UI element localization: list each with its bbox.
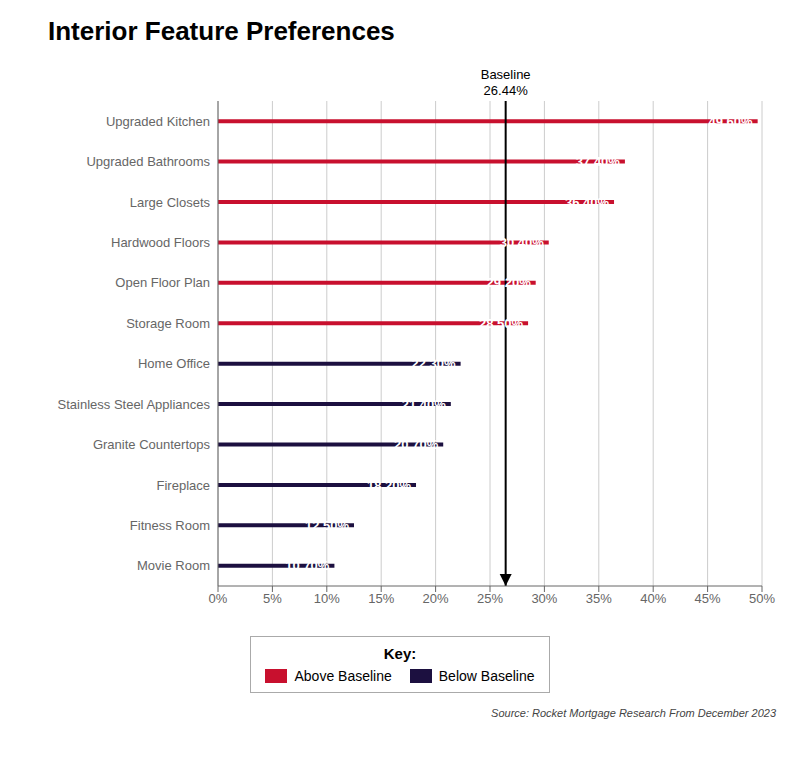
svg-text:35%: 35%: [586, 591, 612, 606]
svg-text:20%: 20%: [423, 591, 449, 606]
html-text:Key:: Key:: [383, 645, 417, 662]
svg-text:Stainless Steel Appliances: Stainless Steel Appliances: [58, 397, 211, 412]
svg-text:10%: 10%: [314, 591, 340, 606]
svg-text:Fireplace: Fireplace: [157, 478, 210, 493]
svg-text:Storage Room: Storage Room: [126, 316, 210, 331]
svg-text:50%: 50%: [749, 591, 775, 606]
svg-text:22.30%: 22.30%: [412, 356, 457, 371]
svg-text:Fitness Room: Fitness Room: [130, 518, 210, 533]
svg-text:40%: 40%: [640, 591, 666, 606]
svg-text:37.40%: 37.40%: [576, 154, 621, 169]
svg-text:20.70%: 20.70%: [394, 437, 439, 452]
html-text:Interior Feature Preferences: Interior Feature Preferences: [48, 16, 395, 46]
html-text:Source: Rocket Mortgage Resear: Source: Rocket Mortgage Research From De…: [491, 707, 776, 719]
svg-text:25%: 25%: [477, 591, 503, 606]
svg-text:49.60%: 49.60%: [709, 114, 754, 129]
svg-text:30.40%: 30.40%: [500, 235, 545, 250]
svg-text:15%: 15%: [368, 591, 394, 606]
svg-text:36.40%: 36.40%: [565, 195, 610, 210]
html-text:Above Baseline: Above Baseline: [294, 668, 392, 684]
html-text:Below Baseline: Below Baseline: [438, 668, 535, 684]
svg-text:Hardwood Floors: Hardwood Floors: [111, 235, 210, 250]
svg-text:Open Floor Plan: Open Floor Plan: [115, 275, 210, 290]
svg-text:29.20%: 29.20%: [487, 275, 532, 290]
svg-text:30%: 30%: [531, 591, 557, 606]
svg-text:0%: 0%: [209, 591, 228, 606]
svg-text:21.40%: 21.40%: [402, 397, 447, 412]
svg-text:Home Office: Home Office: [138, 356, 210, 371]
svg-text:Baseline: Baseline: [481, 67, 531, 82]
svg-text:45%: 45%: [695, 591, 721, 606]
svg-text:Large Closets: Large Closets: [130, 195, 211, 210]
svg-text:5%: 5%: [263, 591, 282, 606]
svg-text:Granite Countertops: Granite Countertops: [93, 437, 211, 452]
svg-text:28.50%: 28.50%: [479, 316, 524, 331]
svg-text:18.20%: 18.20%: [367, 478, 412, 493]
svg-text:10.70%: 10.70%: [285, 558, 330, 573]
svg-text:12.50%: 12.50%: [305, 518, 350, 533]
svg-text:Upgraded Bathrooms: Upgraded Bathrooms: [86, 154, 210, 169]
svg-text:26.44%: 26.44%: [484, 83, 529, 98]
svg-text:Movie Room: Movie Room: [137, 558, 210, 573]
svg-text:Upgraded Kitchen: Upgraded Kitchen: [106, 114, 210, 129]
